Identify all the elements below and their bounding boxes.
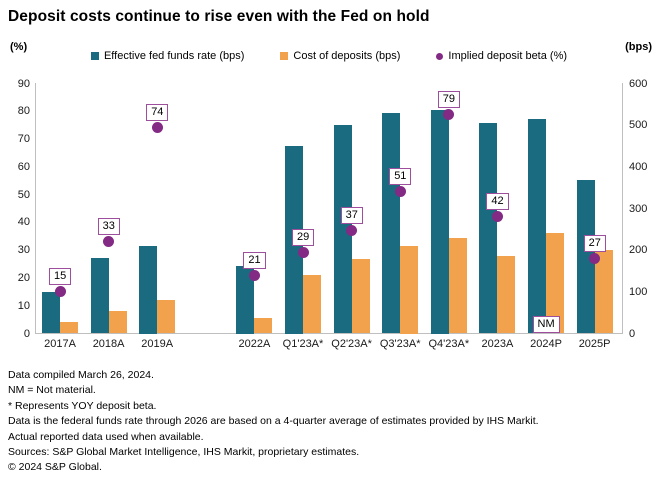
fed-funds-legend-swatch-icon: [90, 52, 99, 60]
legend-label-cost-of-deposits: Cost of deposits (bps): [293, 50, 401, 62]
deposit-beta-dot: [248, 269, 260, 281]
x-axis-category-label: 2024P: [530, 338, 562, 350]
right-axis-tick-label: 300: [629, 202, 648, 215]
right-axis-tick-label: 200: [629, 244, 648, 257]
bar-cost-of-deposits: [594, 250, 613, 334]
right-axis-unit-label: (bps): [625, 41, 652, 53]
right-axis-tick-label: 0: [629, 327, 636, 340]
chart-title: Deposit costs continue to rise even with…: [8, 8, 430, 25]
left-axis-tick-label: 30: [17, 244, 30, 257]
plot-area: [35, 83, 623, 334]
left-axis-tick-label: 60: [17, 160, 30, 173]
deposit-beta-dot: [151, 122, 163, 134]
legend-item-cost-of-deposits: Cost of deposits (bps): [280, 50, 400, 62]
legend-label-fed-funds: Effective fed funds rate (bps): [103, 50, 245, 62]
bar-cost-of-deposits: [157, 300, 176, 334]
bar-fed-funds-rate: [42, 291, 60, 334]
x-axis-category-label: 2017A: [44, 338, 76, 350]
bar-cost-of-deposits: [108, 310, 127, 334]
legend: Effective fed funds rate (bps) Cost of d…: [35, 50, 623, 62]
footnote-line: * Represents YOY deposit beta.: [8, 399, 157, 412]
left-axis-tick-label: 90: [17, 77, 30, 90]
bar-fed-funds-rate: [576, 180, 595, 334]
footnote-line: NM = Not material.: [8, 384, 96, 397]
deposit-beta-value-label: 33: [97, 218, 120, 236]
bar-cost-of-deposits: [497, 256, 516, 334]
bar-fed-funds-rate: [528, 119, 546, 334]
bar-fed-funds-rate: [139, 246, 158, 334]
legend-item-deposit-beta: Implied deposit beta (%): [436, 50, 567, 62]
bar-cost-of-deposits: [351, 259, 370, 334]
deposit-beta-dot: [589, 253, 601, 264]
bar-fed-funds-rate: [479, 122, 498, 334]
deposit-beta-nm-label: NM: [532, 315, 560, 333]
bar-fed-funds-rate: [333, 125, 352, 334]
footnote-line: Sources: S&P Global Market Intelligence,…: [8, 446, 360, 459]
bar-fed-funds-rate: [430, 109, 449, 334]
bar-fed-funds-rate: [90, 258, 109, 334]
legend-label-deposit-beta: Implied deposit beta (%): [448, 50, 568, 62]
deposit-beta-value-label: 51: [389, 168, 412, 186]
left-axis-unit-label: (%): [10, 41, 28, 53]
footnote-line: © 2024 S&P Global.: [8, 461, 102, 474]
deposit-beta-value-label: 37: [340, 207, 363, 225]
cost-of-deposits-legend-swatch-icon: [280, 52, 289, 60]
x-axis-category-label: 2023A: [481, 338, 514, 350]
bar-fed-funds-rate: [382, 112, 401, 334]
x-axis-category-label: Q1'23A*: [282, 338, 324, 350]
deposit-beta-value-label: 21: [243, 251, 266, 269]
x-axis-category-label: 2025P: [578, 338, 611, 350]
right-axis-tick-label: 500: [629, 119, 648, 132]
deposit-beta-value-label: 74: [146, 104, 169, 122]
footnote-line: Data is the federal funds rate through 2…: [8, 415, 539, 428]
left-axis-tick-label: 10: [17, 299, 30, 312]
deposit-beta-dot: [443, 108, 455, 120]
legend-item-fed-funds: Effective fed funds rate (bps): [90, 50, 245, 62]
deposit-beta-dot: [491, 211, 503, 223]
x-axis-category-label: 2018A: [92, 338, 125, 350]
right-axis-tick-label: 100: [629, 285, 648, 298]
bar-cost-of-deposits: [60, 321, 78, 334]
footnotes: Data compiled March 26, 2024. NM = Not m…: [8, 368, 539, 476]
deposit-beta-value-label: 42: [486, 193, 509, 211]
left-axis-tick-label: 0: [23, 327, 30, 340]
footnote-line: Actual reported data used when available…: [8, 430, 204, 443]
deposit-beta-legend-dot-icon: [436, 52, 444, 60]
left-axis-tick-label: 70: [17, 133, 30, 146]
left-axis-tick-label: 40: [17, 216, 30, 229]
bar-cost-of-deposits: [448, 237, 467, 334]
left-axis-tick-label: 50: [17, 188, 30, 201]
deposit-beta-value-label: 27: [583, 235, 606, 252]
bar-cost-of-deposits: [400, 246, 419, 334]
footnote-line: Data compiled March 26, 2024.: [8, 369, 154, 381]
right-axis-tick-label: 400: [629, 160, 648, 173]
bar-cost-of-deposits: [303, 275, 321, 334]
bar-cost-of-deposits: [546, 233, 564, 334]
deposit-beta-value-label: 79: [437, 90, 461, 108]
deposit-beta-dot: [346, 225, 358, 237]
x-axis-category-label: Q4'23A*: [428, 338, 470, 350]
x-axis-category-label: Q2'23A*: [331, 338, 372, 350]
x-axis-category-label: Q3'23A*: [379, 338, 421, 350]
x-axis-category-label: 2022A: [238, 338, 271, 350]
left-axis-tick-label: 80: [17, 105, 30, 118]
x-axis-category-label: 2019A: [141, 338, 174, 350]
deposit-beta-dot: [54, 286, 66, 298]
deposit-beta-dot: [103, 236, 115, 248]
bar-fed-funds-rate: [236, 266, 255, 334]
left-axis-tick-label: 20: [17, 271, 30, 284]
deposit-beta-value-label: 29: [292, 229, 315, 247]
right-axis-tick-label: 600: [629, 77, 648, 90]
deposit-beta-value-label: 15: [49, 268, 72, 286]
bar-cost-of-deposits: [254, 317, 273, 334]
deposit-beta-dot: [297, 247, 309, 259]
deposit-beta-dot: [394, 186, 406, 198]
